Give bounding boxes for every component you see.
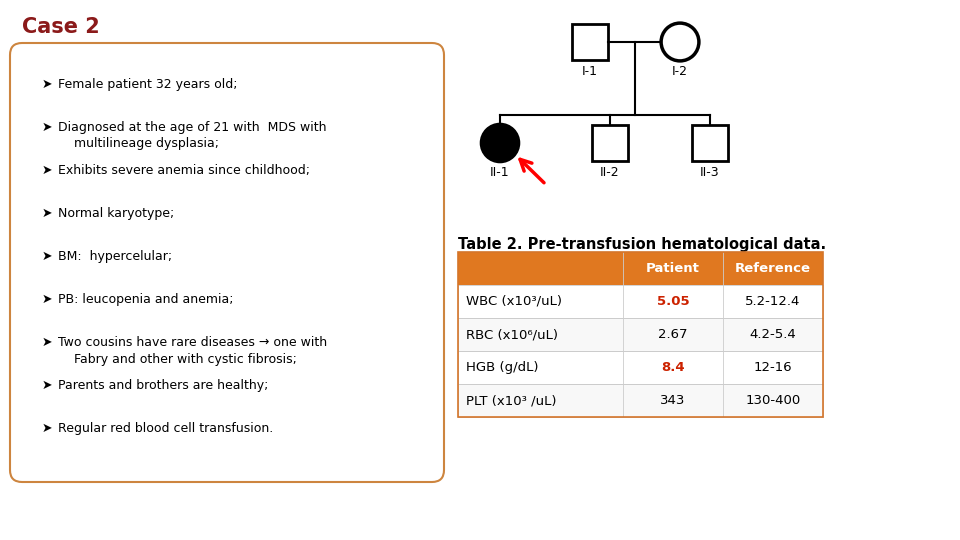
Text: 5.05: 5.05 bbox=[657, 295, 689, 308]
Text: 12-16: 12-16 bbox=[754, 361, 792, 374]
Text: II-2: II-2 bbox=[600, 166, 620, 179]
Text: 5.2-12.4: 5.2-12.4 bbox=[745, 295, 801, 308]
Text: Two cousins have rare diseases → one with
    Fabry and other with cystic fibros: Two cousins have rare diseases → one wit… bbox=[58, 336, 327, 366]
Bar bbox=[458, 351, 823, 384]
Text: I-1: I-1 bbox=[582, 65, 598, 78]
FancyBboxPatch shape bbox=[10, 43, 444, 482]
Text: ➤: ➤ bbox=[42, 250, 53, 263]
Text: Patient: Patient bbox=[646, 262, 700, 275]
Text: ➤: ➤ bbox=[42, 121, 53, 134]
Text: Female patient 32 years old;: Female patient 32 years old; bbox=[58, 78, 237, 91]
Circle shape bbox=[661, 23, 699, 61]
Text: RBC (x10⁶/uL): RBC (x10⁶/uL) bbox=[466, 328, 558, 341]
Text: ➤: ➤ bbox=[42, 293, 53, 306]
Text: 8.4: 8.4 bbox=[661, 361, 684, 374]
Bar bbox=[572, 24, 608, 60]
Text: 4.2-5.4: 4.2-5.4 bbox=[750, 328, 797, 341]
Bar bbox=[458, 285, 823, 318]
Bar bbox=[458, 252, 823, 417]
Text: PB: leucopenia and anemia;: PB: leucopenia and anemia; bbox=[58, 293, 233, 306]
Bar bbox=[458, 252, 823, 285]
Text: Diagnosed at the age of 21 with  MDS with
    multilineage dysplasia;: Diagnosed at the age of 21 with MDS with… bbox=[58, 121, 326, 151]
Text: ➤: ➤ bbox=[42, 422, 53, 435]
Text: BM:  hypercelular;: BM: hypercelular; bbox=[58, 250, 172, 263]
Text: I-2: I-2 bbox=[672, 65, 688, 78]
Bar bbox=[692, 125, 728, 161]
Text: HGB (g/dL): HGB (g/dL) bbox=[466, 361, 539, 374]
Text: ➤: ➤ bbox=[42, 78, 53, 91]
Text: Table 2. Pre-transfusion hematological data.: Table 2. Pre-transfusion hematological d… bbox=[458, 237, 827, 252]
Text: Reference: Reference bbox=[735, 262, 811, 275]
Text: Case 2: Case 2 bbox=[22, 17, 100, 37]
Text: Regular red blood cell transfusion.: Regular red blood cell transfusion. bbox=[58, 422, 274, 435]
Bar bbox=[592, 125, 628, 161]
Text: ➤: ➤ bbox=[42, 336, 53, 349]
Text: II-1: II-1 bbox=[491, 166, 510, 179]
Circle shape bbox=[481, 124, 519, 162]
Text: Normal karyotype;: Normal karyotype; bbox=[58, 207, 175, 220]
Text: WBC (x10³/uL): WBC (x10³/uL) bbox=[466, 295, 562, 308]
Text: ➤: ➤ bbox=[42, 164, 53, 177]
Text: ➤: ➤ bbox=[42, 207, 53, 220]
Text: 2.67: 2.67 bbox=[659, 328, 687, 341]
Bar bbox=[458, 318, 823, 351]
Bar bbox=[458, 384, 823, 417]
Text: Exhibits severe anemia since childhood;: Exhibits severe anemia since childhood; bbox=[58, 164, 310, 177]
Text: 343: 343 bbox=[660, 394, 685, 407]
Text: ➤: ➤ bbox=[42, 379, 53, 392]
Text: PLT (x10³ /uL): PLT (x10³ /uL) bbox=[466, 394, 557, 407]
Text: II-3: II-3 bbox=[700, 166, 720, 179]
Text: 130-400: 130-400 bbox=[745, 394, 801, 407]
Text: Parents and brothers are healthy;: Parents and brothers are healthy; bbox=[58, 379, 269, 392]
